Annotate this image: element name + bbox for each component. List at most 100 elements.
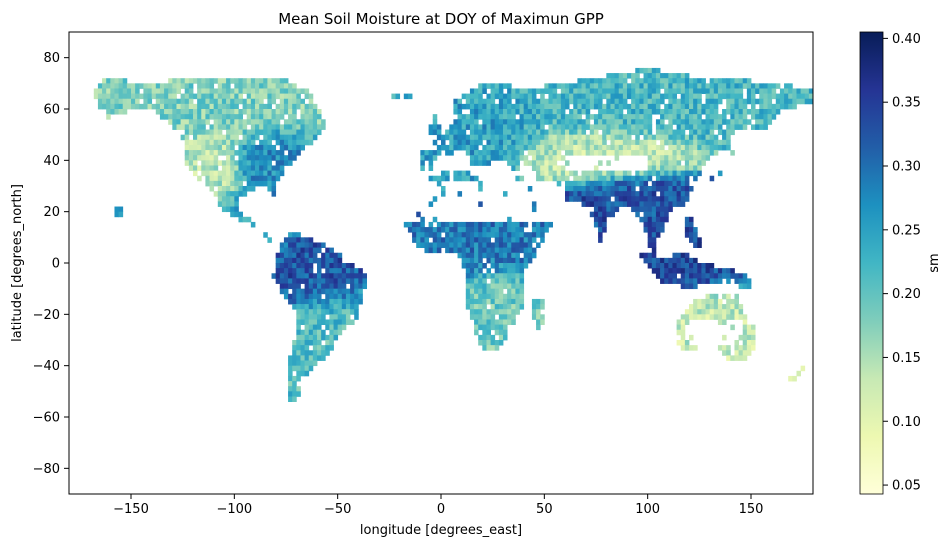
heatmap-cell <box>226 124 231 130</box>
heatmap-cell <box>490 257 496 264</box>
heatmap-cell <box>416 232 421 238</box>
heatmap-cell <box>593 93 599 100</box>
heatmap-cell <box>511 309 516 315</box>
heatmap-cell <box>523 119 529 125</box>
heatmap-cell <box>275 278 281 284</box>
heatmap-cell <box>312 293 318 300</box>
heatmap-cell <box>304 283 310 290</box>
heatmap-cell <box>536 114 541 120</box>
heatmap-cell <box>531 93 537 100</box>
heatmap-cell <box>329 298 334 305</box>
heatmap-cell <box>643 206 649 213</box>
heatmap-cell <box>507 216 512 223</box>
heatmap-cell <box>680 273 686 279</box>
heatmap-cell <box>598 196 603 202</box>
heatmap-cell <box>606 134 611 141</box>
heatmap-cell <box>693 134 698 141</box>
colorbar-tick-label: 0.25 <box>892 223 921 238</box>
heatmap-cell <box>622 191 628 197</box>
heatmap-cell <box>527 232 533 238</box>
heatmap-cell <box>420 155 425 161</box>
heatmap-cell <box>544 83 549 89</box>
heatmap-cell <box>651 211 657 218</box>
heatmap-cell <box>110 98 115 105</box>
heatmap-cell <box>763 93 768 100</box>
heatmap-cell <box>457 170 463 177</box>
heatmap-cell <box>354 283 359 290</box>
heatmap-cell <box>221 83 227 89</box>
heatmap-cell <box>680 201 686 207</box>
heatmap-cell <box>511 242 516 248</box>
heatmap-cell <box>304 134 310 141</box>
heatmap-cell <box>205 144 210 151</box>
heatmap-cell <box>726 278 731 284</box>
heatmap-cell <box>581 129 587 136</box>
heatmap-cell <box>114 206 119 213</box>
heatmap-cell <box>734 345 739 351</box>
heatmap-cell <box>486 232 491 238</box>
heatmap-cell <box>201 114 206 120</box>
heatmap-cell <box>655 83 661 89</box>
heatmap-cell <box>238 175 243 182</box>
colorbar-tick-label: 0.05 <box>892 479 921 494</box>
heatmap-cell <box>250 129 256 136</box>
heatmap-cell <box>221 186 227 192</box>
heatmap-cell <box>341 309 347 315</box>
heatmap-cell <box>767 93 773 100</box>
heatmap-cell <box>527 98 533 105</box>
heatmap-cell <box>263 175 268 182</box>
heatmap-cell <box>168 119 173 125</box>
heatmap-cell <box>317 319 322 325</box>
heatmap-cell <box>598 144 603 151</box>
heatmap-cell <box>308 355 314 361</box>
heatmap-cell <box>577 150 582 156</box>
heatmap-cell <box>713 124 719 130</box>
heatmap-cell <box>519 139 525 146</box>
heatmap-cell <box>734 273 739 279</box>
heatmap-cell <box>205 170 210 177</box>
heatmap-cell <box>292 345 297 351</box>
heatmap-cell <box>684 98 690 105</box>
heatmap-cell <box>722 109 727 115</box>
heatmap-cell <box>110 78 115 84</box>
heatmap-cell <box>751 83 756 89</box>
heatmap-cell <box>201 150 206 156</box>
heatmap-cell <box>581 134 587 141</box>
y-tick-label: 20 <box>43 205 60 220</box>
heatmap-cell <box>523 134 529 141</box>
heatmap-cell <box>589 211 595 218</box>
heatmap-cell <box>474 273 479 279</box>
heatmap-cell <box>490 319 496 325</box>
heatmap-cell <box>131 88 136 94</box>
heatmap-cell <box>465 268 471 274</box>
heatmap-cell <box>701 119 706 125</box>
heatmap-cell <box>610 191 615 197</box>
heatmap-cell <box>759 93 764 100</box>
heatmap-cell <box>511 221 516 228</box>
heatmap-cell <box>527 119 533 125</box>
heatmap-cell <box>734 78 739 84</box>
heatmap-cell <box>490 221 496 228</box>
colorbar <box>859 31 884 495</box>
heatmap-cell <box>717 273 723 279</box>
heatmap-cell <box>436 247 442 254</box>
heatmap-cell <box>267 78 272 84</box>
heatmap-cell <box>602 201 607 207</box>
heatmap-cell <box>672 98 677 105</box>
heatmap-cell <box>263 144 268 151</box>
heatmap-cell <box>507 129 512 136</box>
heatmap-cell <box>180 114 186 120</box>
heatmap-cell <box>680 319 686 325</box>
heatmap-cell <box>271 191 277 197</box>
heatmap-cell <box>627 124 632 130</box>
heatmap-cell <box>635 109 640 115</box>
heatmap-cell <box>709 175 715 182</box>
heatmap-cell <box>494 293 500 300</box>
heatmap-cell <box>329 252 334 259</box>
heatmap-cell <box>469 252 475 259</box>
heatmap-cell <box>693 227 698 233</box>
heatmap-cell <box>201 109 206 115</box>
heatmap-cell <box>503 155 508 161</box>
heatmap-cell <box>478 201 483 207</box>
heatmap-cell <box>267 134 272 141</box>
